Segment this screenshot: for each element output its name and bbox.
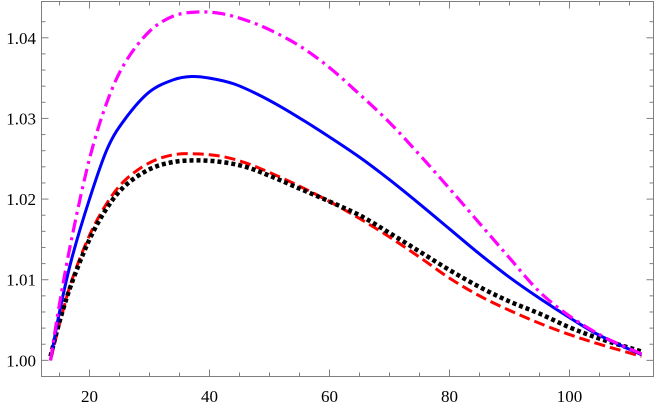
series-line-red-dashed [49,152,642,361]
y-tick-label: 1.00 [6,351,36,370]
x-tick-label: 80 [441,387,458,406]
y-tick-label: 1.04 [6,29,36,48]
y-tick-label: 1.03 [6,109,36,128]
x-tick-label: 40 [201,387,218,406]
series-line-blue-solid [49,74,643,361]
x-tick-label: 100 [557,387,583,406]
y-tick-label: 1.02 [6,190,36,209]
axis-ticks [41,1,654,377]
y-tick-label: 1.01 [6,271,36,290]
tick-labels: 20 40 60 80 100 1.00 1.01 1.02 1.03 1.04 [6,29,582,406]
x-tick-label: 60 [321,387,338,406]
plot-frame [41,1,654,377]
x-tick-label: 20 [81,387,98,406]
series-lines [48,10,643,361]
series-line-black-dotted [48,158,643,357]
